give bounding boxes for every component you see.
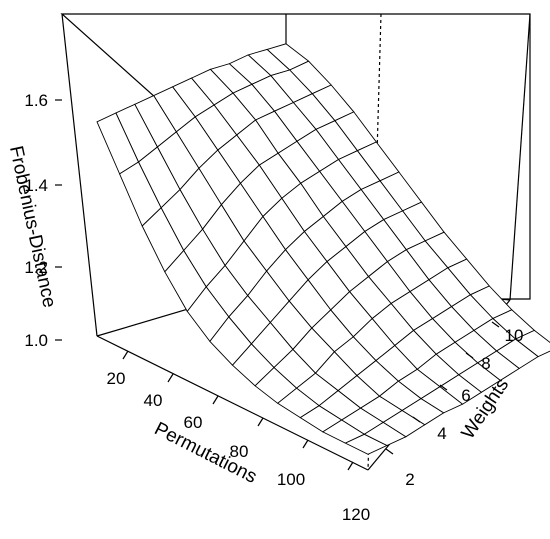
y-tick-label: 2 bbox=[405, 470, 414, 489]
z-tick-label: 1.4 bbox=[24, 176, 48, 195]
x-tick-label: 40 bbox=[144, 391, 163, 410]
x-tick-label: 60 bbox=[184, 413, 203, 432]
x-tick-label: 80 bbox=[230, 442, 249, 461]
x-tick-label: 120 bbox=[342, 505, 370, 524]
x-tick bbox=[122, 350, 129, 360]
y-tick-label: 6 bbox=[461, 386, 470, 405]
z-axis: 1.6 1.4 1.2 1.0 Frobenius-Distance bbox=[5, 91, 62, 350]
y-tick-label: 10 bbox=[505, 326, 524, 345]
y-tick-label: 8 bbox=[481, 354, 490, 373]
surface-mesh bbox=[96, 43, 550, 455]
x-tick bbox=[302, 439, 309, 449]
surface-facet bbox=[344, 433, 388, 455]
z-tick-label: 1.2 bbox=[24, 258, 48, 277]
x-tick-label: 100 bbox=[277, 470, 305, 489]
z-axis-title: Frobenius-Distance bbox=[5, 144, 60, 310]
z-tick-label: 1.6 bbox=[24, 91, 48, 110]
y-tick-label: 4 bbox=[437, 424, 446, 443]
x-tick bbox=[212, 395, 219, 405]
z-tick-label: 1.0 bbox=[24, 331, 48, 350]
x-tick-label: 20 bbox=[107, 369, 126, 388]
x-tick bbox=[257, 417, 264, 427]
y-tick bbox=[385, 448, 394, 455]
y-tick bbox=[439, 384, 448, 391]
y-tick bbox=[491, 321, 500, 328]
y-tick bbox=[465, 352, 474, 359]
box-edge-left bbox=[61, 13, 98, 337]
x-tick bbox=[347, 461, 354, 471]
box-edge-right bbox=[509, 13, 531, 301]
y-tick bbox=[412, 416, 421, 423]
x-tick bbox=[167, 373, 174, 383]
floor-edge-permutations bbox=[96, 335, 369, 471]
